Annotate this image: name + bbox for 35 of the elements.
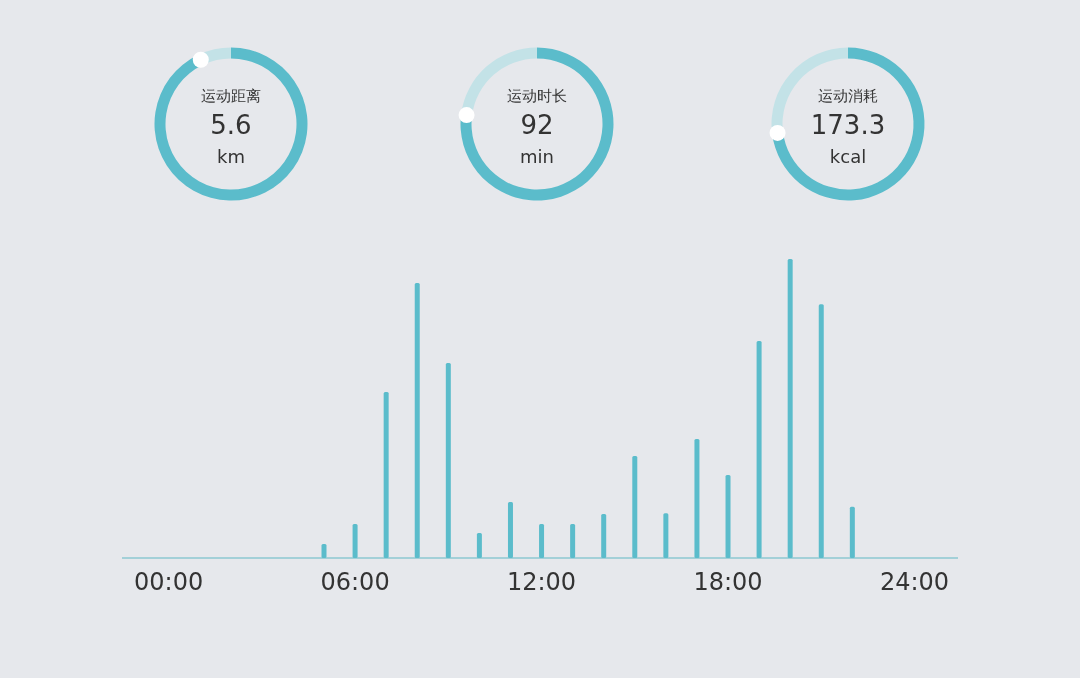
text: 5.6 [210,110,252,140]
bar [383,392,389,558]
x-tick-label: 24:00 [879,568,950,596]
text: min [520,146,554,167]
donut-slice [460,47,614,201]
bar [787,259,793,558]
bar [849,506,855,558]
text: 92 [520,110,554,140]
bar [507,502,513,558]
donut-slice [772,47,925,201]
bar [352,523,358,558]
bar [539,523,545,558]
bar [756,340,762,558]
bar [414,282,420,558]
bar [694,439,700,558]
donut-slice [154,47,308,201]
bar [725,474,731,558]
bar [321,543,327,558]
bar [445,363,451,558]
bar [663,513,669,558]
bar [570,523,576,558]
bar [601,514,607,558]
x-tick-label: 00:00 [134,568,204,596]
text: 运动消耗 [818,87,878,105]
x-tick-label: 12:00 [506,568,577,596]
text: 运动时长 [507,87,567,105]
text: 173.3 [810,110,886,140]
x-tick-label: 18:00 [693,568,763,596]
text: 运动距离 [201,87,261,105]
bar [476,532,482,558]
bar [632,456,638,558]
bar [818,304,824,558]
text: kcal [829,146,867,167]
text: km [217,146,245,167]
x-tick-label: 06:00 [320,568,390,596]
